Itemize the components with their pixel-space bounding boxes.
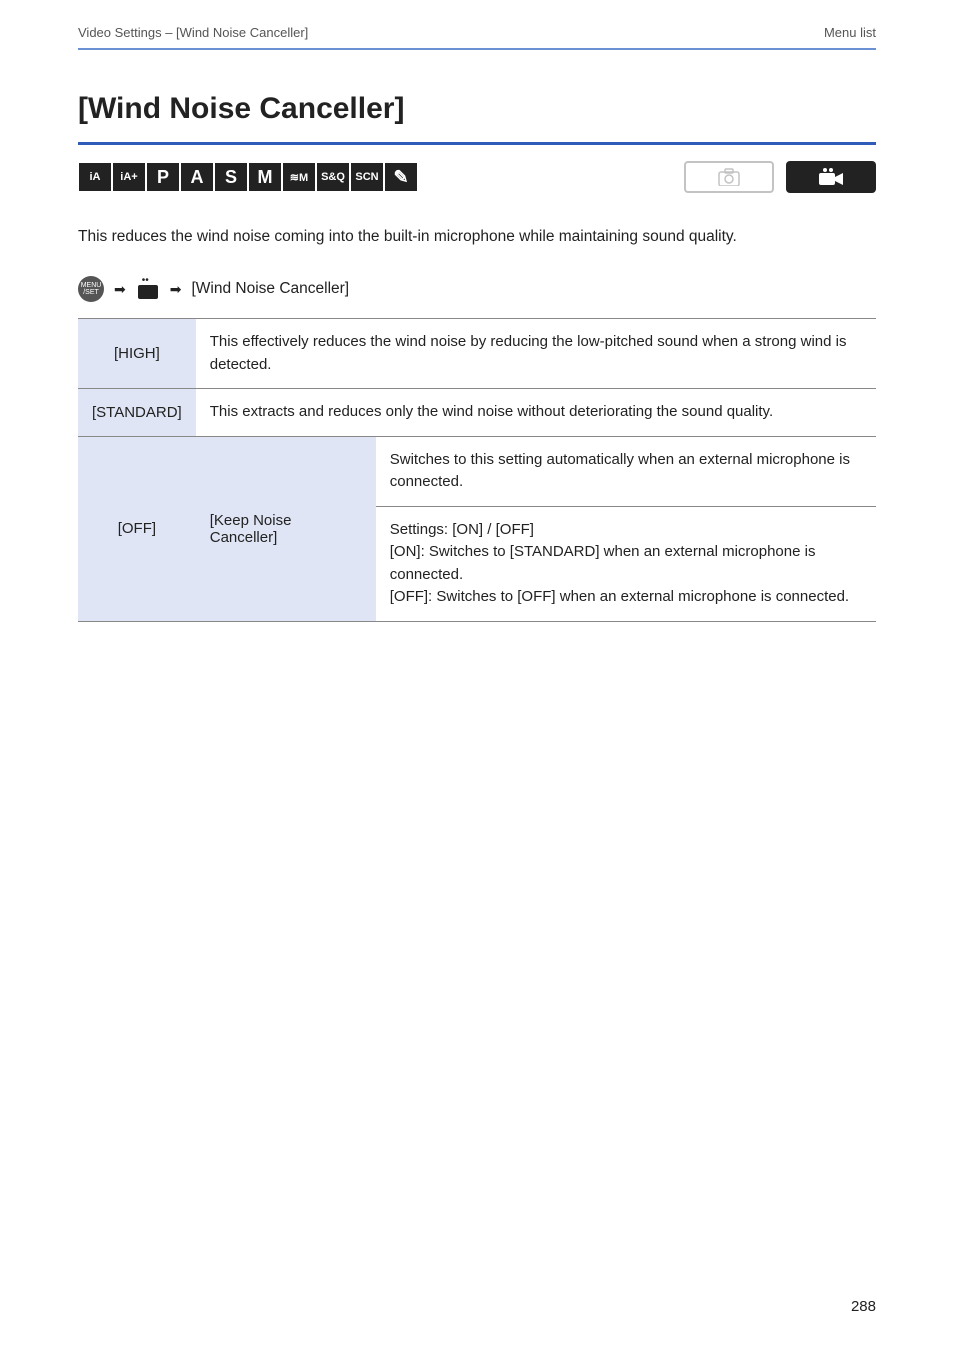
page-number: 288 xyxy=(851,1298,876,1315)
setting-description: Switches to this setting automatically w… xyxy=(376,436,876,506)
off-description: [OFF]: Switches to [OFF] when an externa… xyxy=(390,586,862,609)
feature-description: This reduces the wind noise coming into … xyxy=(78,225,876,248)
mode-icon-m: M xyxy=(248,162,282,192)
mode-icon-ia: iA xyxy=(78,162,112,192)
table-row: [STANDARD] This extracts and reduces onl… xyxy=(78,389,876,437)
title-divider xyxy=(78,142,876,145)
photo-mode-icon xyxy=(684,161,774,193)
menu-path: MENU/SET ➡ ➡ [Wind Noise Canceller] xyxy=(78,276,876,302)
mode-icon-s: S xyxy=(214,162,248,192)
arrow-icon: ➡ xyxy=(170,281,182,298)
setting-label-standard: [STANDARD] xyxy=(78,389,196,437)
header-divider xyxy=(78,48,876,50)
mode-icon-p: P xyxy=(146,162,180,192)
setting-description: This extracts and reduces only the wind … xyxy=(196,389,876,437)
mode-icons-left: iA iA+ P A S M ≋M S&Q SCN ✎ xyxy=(78,162,418,192)
page-title: [Wind Noise Canceller] xyxy=(78,92,876,126)
mode-icon-ia-plus: iA+ xyxy=(112,162,146,192)
settings-line: Settings: [ON] / [OFF] xyxy=(390,519,862,542)
on-description: [ON]: Switches to [STANDARD] when an ext… xyxy=(390,541,862,586)
table-row: [HIGH] This effectively reduces the wind… xyxy=(78,319,876,389)
mode-icons-right xyxy=(684,161,876,193)
table-row: [OFF] [Keep Noise Canceller] Switches to… xyxy=(78,436,876,506)
setting-label-off: [OFF] xyxy=(78,436,196,621)
mode-icon-movie-m: ≋M xyxy=(282,162,316,192)
mode-icon-sq: S&Q xyxy=(316,162,350,192)
setting-description: This effectively reduces the wind noise … xyxy=(196,319,876,389)
menu-set-icon: MENU/SET xyxy=(78,276,104,302)
mode-icon-creative: ✎ xyxy=(384,162,418,192)
mode-icon-scn: SCN xyxy=(350,162,384,192)
settings-table: [HIGH] This effectively reduces the wind… xyxy=(78,318,876,622)
header-right[interactable]: Menu list xyxy=(824,25,876,40)
video-mode-icon xyxy=(786,161,876,193)
menu-path-label: [Wind Noise Canceller] xyxy=(191,280,349,298)
setting-label-high: [HIGH] xyxy=(78,319,196,389)
setting-options: Settings: [ON] / [OFF] [ON]: Switches to… xyxy=(376,506,876,621)
mode-icons-row: iA iA+ P A S M ≋M S&Q SCN ✎ xyxy=(78,161,876,193)
header-left: Video Settings – [Wind Noise Canceller] xyxy=(78,25,308,40)
video-menu-icon xyxy=(136,279,160,299)
arrow-icon: ➡ xyxy=(114,281,126,298)
mode-icon-a: A xyxy=(180,162,214,192)
page-header: Video Settings – [Wind Noise Canceller] … xyxy=(78,25,876,40)
setting-sublabel: [Keep Noise Canceller] xyxy=(196,436,376,621)
